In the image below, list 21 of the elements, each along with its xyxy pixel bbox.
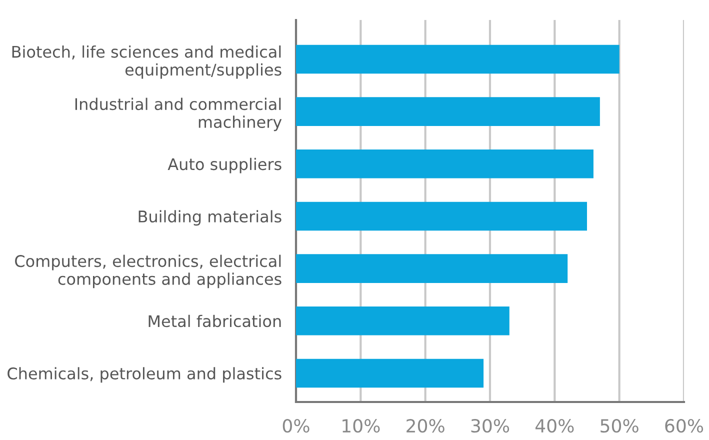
y-tick-label: Auto suppliers (168, 158, 282, 174)
x-tick-label: 30% (471, 418, 510, 433)
bar (296, 97, 600, 126)
y-tick-label: Industrial and commercial machinery (75, 98, 282, 132)
bar (296, 254, 568, 283)
y-tick-label: Biotech, life sciences and medical equipment/supplies (12, 45, 282, 79)
bar (296, 202, 587, 231)
x-tick-label: 60% (665, 418, 704, 433)
bar (296, 150, 594, 178)
bar (296, 44, 620, 74)
x-tick-label: 0% (282, 418, 310, 433)
bar (296, 306, 510, 336)
x-tick-label: 50% (600, 418, 638, 433)
x-tick-label: 20% (406, 418, 444, 433)
x-tick-label: 40% (535, 418, 574, 433)
y-tick-label: Building materials (138, 210, 282, 226)
y-tick-label: Chemicals, petroleum and plastics (8, 367, 282, 383)
x-tick-label: 10% (342, 418, 380, 433)
y-tick-label: Computers, electronics, electrical components and appliances (15, 254, 282, 288)
bar (296, 358, 484, 388)
y-tick-label: Metal fabrication (148, 314, 281, 328)
